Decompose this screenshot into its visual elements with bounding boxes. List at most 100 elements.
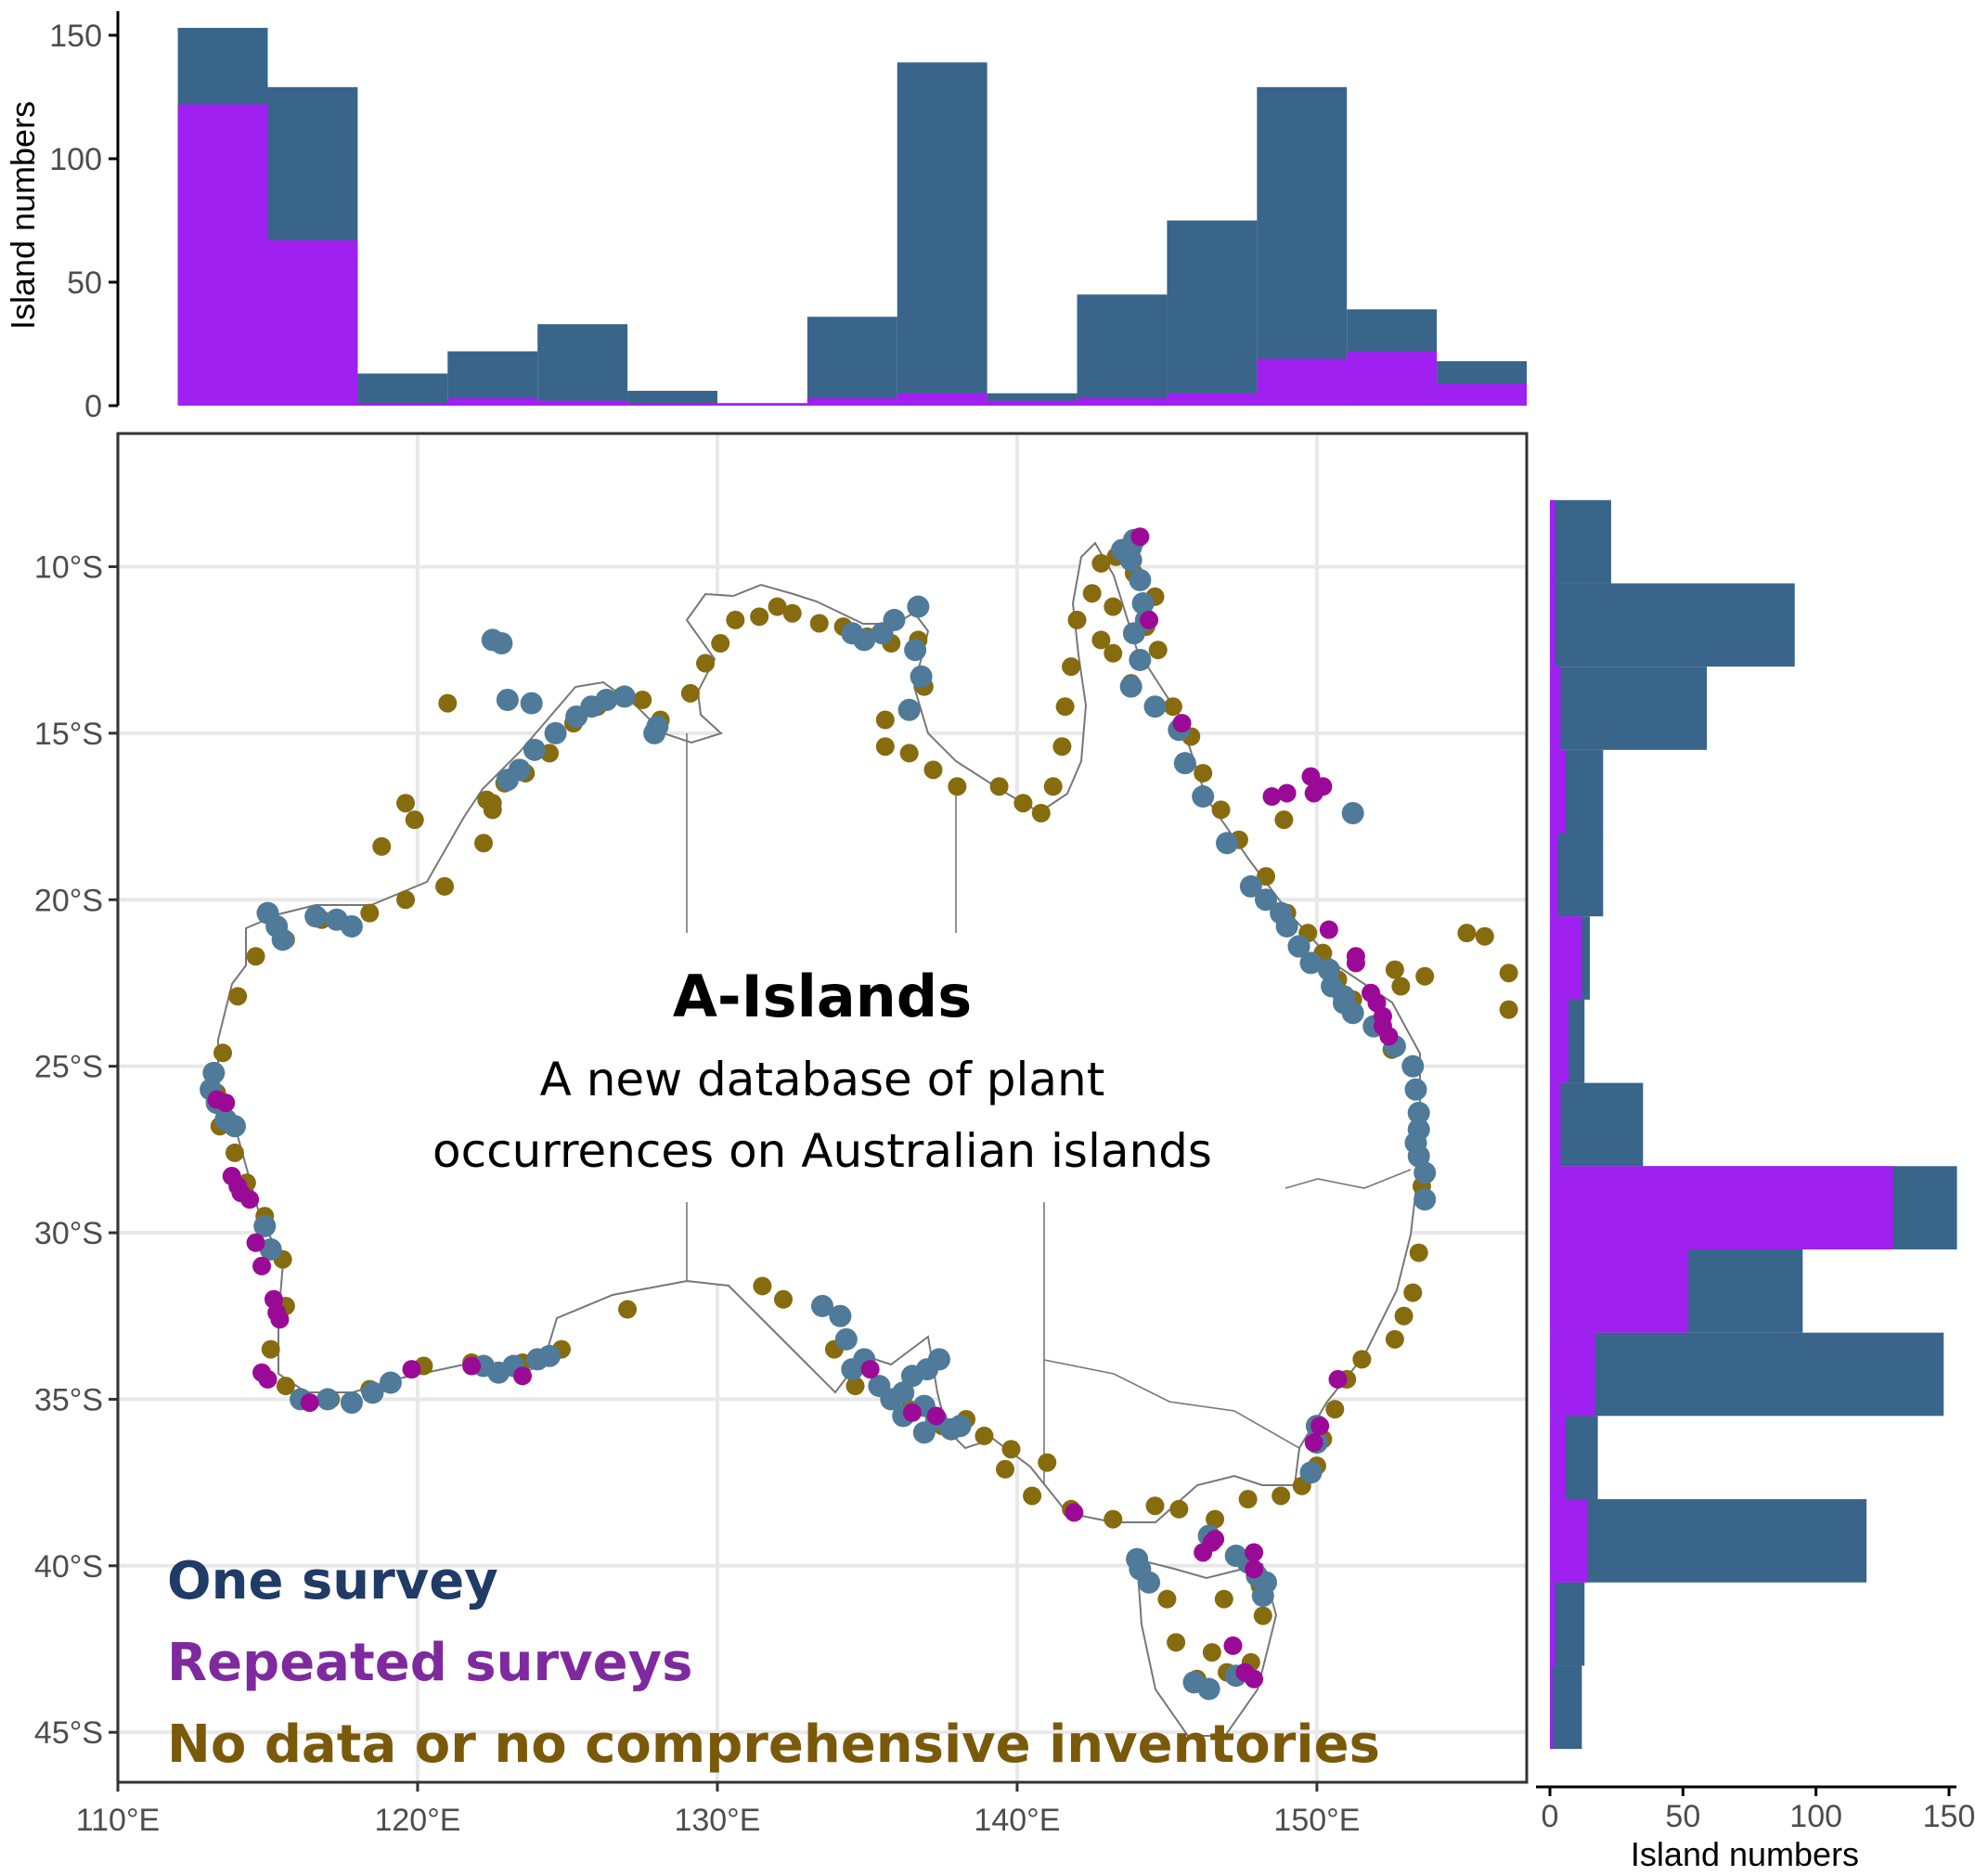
map-point-repeated	[1245, 1669, 1264, 1688]
map-point-repeated	[926, 1406, 946, 1426]
map-y-ticks: 10°S 15°S 20°S 25°S 30°S 35°S 40°S 45°S	[34, 550, 118, 1751]
map-x-tick-label: 120°E	[374, 1803, 460, 1838]
map-point-one-survey	[1122, 622, 1145, 645]
right-bar-repeated	[1550, 916, 1582, 1000]
map-point-one-survey	[912, 1421, 936, 1444]
map-y-tick-label: 30°S	[34, 1216, 103, 1251]
map-point-no-data	[1052, 737, 1072, 757]
map-point-no-data	[1104, 1509, 1123, 1529]
right-x-ticks: 0 50 100 150	[1542, 1787, 1975, 1834]
top-bar-total	[1077, 294, 1168, 406]
map-point-no-data	[975, 1426, 994, 1445]
map-point-repeated	[1194, 1543, 1213, 1562]
annotation-subtitle-line2: occurrences on Australian islands	[432, 1124, 1212, 1178]
map-point-no-data	[438, 693, 458, 713]
top-y-ticks: 0 50 100 150	[49, 19, 118, 424]
map-y-tick-label: 10°S	[34, 550, 103, 586]
map-point-no-data	[1001, 1440, 1021, 1459]
map-point-one-survey	[841, 1358, 864, 1381]
map-point-one-survey	[1255, 888, 1278, 912]
legend-no-data: No data or no comprehensive inventories	[167, 1714, 1380, 1775]
map-point-one-survey	[1129, 568, 1152, 591]
map-x-tick-label: 130°E	[674, 1803, 760, 1838]
right-bar-repeated	[1550, 1166, 1893, 1249]
map-point-no-data	[1043, 777, 1063, 796]
map-point-one-survey	[379, 1371, 402, 1394]
map-point-one-survey	[892, 1381, 915, 1404]
top-bar-repeated	[807, 398, 897, 406]
map-point-one-survey	[904, 639, 927, 662]
top-y-tick-label: 50	[67, 265, 102, 301]
right-bar-repeated	[1550, 1416, 1567, 1500]
top-bar-repeated	[987, 400, 1078, 406]
map-point-no-data	[726, 610, 745, 629]
top-bar-repeated	[897, 393, 988, 406]
map-point-one-survey	[1299, 951, 1323, 975]
map-point-one-survey	[1275, 914, 1298, 938]
right-bar-repeated	[1550, 749, 1567, 834]
map-point-no-data	[276, 1377, 295, 1396]
top-bar-total	[537, 324, 628, 406]
right-x-tick-label: 100	[1789, 1799, 1842, 1834]
map-point-one-survey	[853, 628, 876, 652]
map-point-no-data	[1202, 1643, 1221, 1663]
right-bar-total	[1550, 1332, 1944, 1417]
map-point-one-survey	[508, 758, 531, 782]
map-point-no-data	[1499, 964, 1518, 983]
right-bar-repeated	[1550, 583, 1555, 667]
map-point-no-data	[680, 683, 700, 703]
map-point-no-data	[1394, 1306, 1413, 1326]
top-bar-repeated	[627, 403, 717, 406]
map-point-one-survey	[927, 1348, 950, 1371]
right-bar-total	[1550, 583, 1795, 667]
map-border	[116, 432, 1529, 1784]
right-x-tick-label: 150	[1923, 1799, 1975, 1834]
map-point-no-data	[1169, 1499, 1189, 1519]
map-point-no-data	[396, 794, 416, 813]
points-repeated	[207, 527, 1399, 1688]
map-point-no-data	[1257, 867, 1276, 886]
map-point-repeated	[860, 1360, 880, 1379]
map-point-no-data	[1104, 597, 1123, 616]
map-point-no-data	[213, 1043, 233, 1063]
map-point-no-data	[246, 947, 265, 966]
map-point-no-data	[1475, 926, 1494, 946]
map-y-tick-label: 25°S	[34, 1050, 103, 1085]
map-point-one-survey	[1239, 874, 1262, 898]
right-bar-repeated	[1550, 999, 1569, 1083]
top-bar-total	[1257, 86, 1348, 407]
map-point-one-survey	[1287, 935, 1310, 958]
map-point-repeated	[1277, 783, 1297, 803]
map-point-no-data	[1031, 803, 1051, 822]
map-point-one-survey	[340, 914, 363, 938]
map-point-repeated	[300, 1393, 319, 1413]
annotation-title: A-Islands	[673, 963, 972, 1030]
map-point-no-data	[753, 1276, 772, 1296]
map-point-one-survey	[304, 905, 328, 928]
top-bar-total	[447, 351, 538, 406]
map-point-no-data	[372, 836, 392, 856]
right-x-tick-label: 50	[1665, 1799, 1700, 1834]
map-point-one-survey	[1317, 958, 1340, 981]
map-point-no-data	[1082, 584, 1102, 603]
right-bar-total	[1550, 499, 1611, 584]
map-point-one-survey	[613, 685, 636, 708]
map-point-one-survey	[259, 1237, 282, 1261]
right-bar-repeated	[1550, 1332, 1595, 1417]
map-point-one-survey	[883, 608, 906, 631]
map-point-no-data	[768, 597, 787, 616]
map-point-no-data	[633, 691, 652, 710]
map-point-one-survey	[202, 1061, 226, 1084]
map-point-no-data	[1391, 977, 1411, 996]
map-point-one-survey	[811, 1294, 833, 1317]
map-point-repeated	[1245, 1543, 1264, 1562]
map-point-repeated	[1304, 1433, 1323, 1453]
map-point-no-data	[1148, 640, 1168, 660]
map-point-no-data	[1038, 1453, 1057, 1472]
map-point-repeated	[1065, 1503, 1084, 1522]
right-x-axis-title: Island numbers	[1631, 1835, 1859, 1873]
map-point-one-survey	[1413, 1161, 1437, 1184]
map-point-no-data	[1157, 1589, 1177, 1609]
top-bar-repeated	[267, 239, 358, 406]
map-y-tick-label: 35°S	[34, 1382, 103, 1417]
